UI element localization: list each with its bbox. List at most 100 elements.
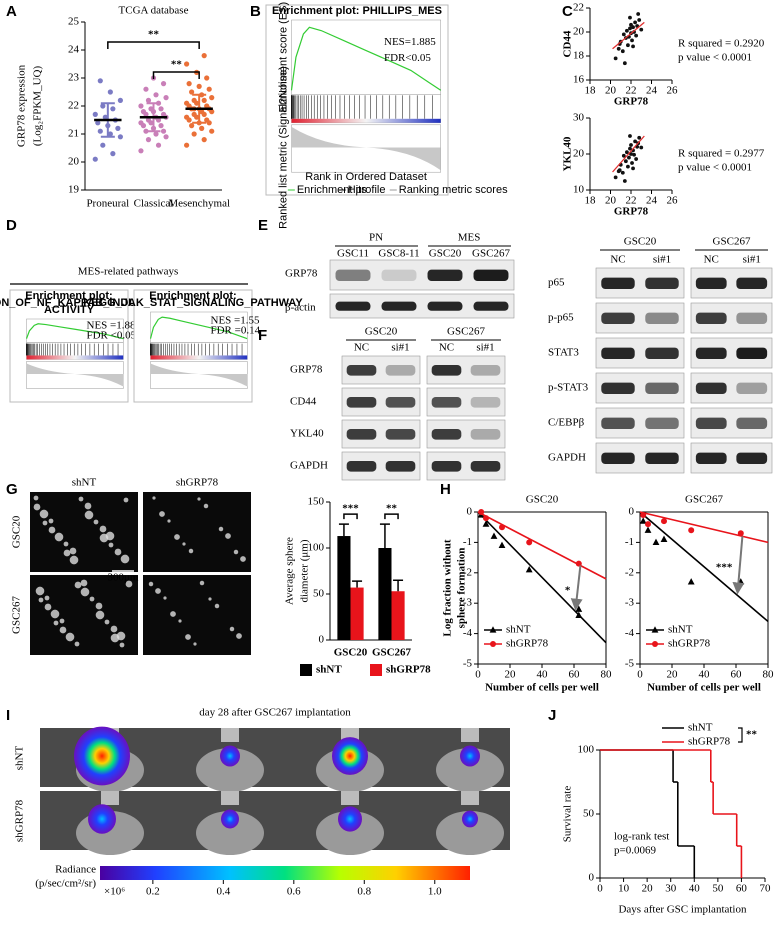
y-tick-label: 22 [573, 2, 584, 14]
y-tick-label: 100 [578, 744, 595, 756]
point [631, 166, 635, 171]
dot [143, 86, 149, 92]
dot [95, 120, 101, 126]
y-axis-label: CD44 [562, 30, 574, 57]
colorbar-tick-label: 0.8 [357, 886, 371, 898]
lane-label: si#1 [476, 342, 494, 354]
point [629, 143, 633, 147]
marker [526, 539, 533, 546]
point [634, 33, 639, 38]
band [601, 312, 635, 324]
signal [462, 810, 478, 828]
sphere [152, 496, 156, 500]
x-tick-label: Mesenchymal [168, 198, 230, 210]
point [626, 164, 630, 169]
sphere [182, 542, 186, 546]
row-label: β-actin [285, 302, 316, 314]
sphere [174, 534, 180, 540]
sphere [233, 549, 239, 555]
band [427, 301, 463, 311]
y-tick-label: 18 [573, 50, 585, 62]
annotation: p value < 0.0001 [678, 162, 752, 174]
arrow [570, 565, 583, 611]
gsea-metric [291, 126, 441, 171]
significance-bracket [738, 727, 743, 743]
sphere [69, 555, 79, 565]
point [636, 12, 641, 16]
x-axis-label: GRP78 [614, 96, 649, 108]
significance-bracket [343, 513, 358, 520]
marker [498, 541, 506, 549]
band [601, 277, 635, 289]
row-label: C/EBPβ [548, 417, 585, 429]
sphere [89, 596, 95, 602]
y-tick-label: 20 [573, 26, 585, 38]
legend-swatch [300, 664, 312, 676]
fdr: FDR<0.05 [384, 52, 431, 64]
fit-line [477, 511, 607, 580]
point [633, 20, 637, 25]
sphere [44, 595, 50, 601]
band [431, 364, 462, 376]
sphere [123, 497, 129, 503]
sphere [218, 526, 224, 532]
point [613, 56, 618, 61]
band [736, 312, 768, 324]
panel-title: day 28 after GSC267 implantation [199, 707, 351, 719]
dot [184, 61, 190, 67]
dot [196, 83, 202, 89]
sphere [74, 581, 82, 589]
colorbar-label: (p/sec/cm²/sr) [35, 878, 96, 890]
sphere [108, 542, 114, 548]
lane-label: si#1 [653, 254, 671, 266]
sphere [59, 618, 65, 624]
marker [478, 509, 485, 515]
legend-label: shNT [316, 664, 342, 676]
dot [160, 111, 167, 117]
blot [341, 355, 421, 385]
dot [145, 117, 152, 123]
dot [191, 97, 197, 103]
nes: NES =1.88 [87, 320, 136, 332]
gsea-title: Enrichment plot: [149, 290, 236, 302]
x-tick-label: 40 [689, 883, 701, 895]
signal [338, 806, 362, 832]
significance-bracket [152, 71, 200, 79]
dot [148, 106, 154, 112]
marker [490, 532, 498, 539]
row-label: CD44 [290, 396, 317, 408]
band [381, 269, 417, 281]
sphere [93, 519, 99, 525]
sphere [99, 525, 107, 533]
sphere [163, 596, 167, 600]
significance: *** [342, 503, 359, 515]
band [335, 301, 371, 311]
sphere [178, 619, 182, 623]
gsea-legend-label: Hits [348, 184, 367, 196]
y-axis-label: YKL40 [562, 136, 574, 171]
row-label: STAT3 [548, 347, 579, 359]
band [335, 269, 371, 281]
sphere [38, 597, 44, 603]
dot [160, 81, 167, 87]
mouse [196, 748, 264, 792]
x-tick-label: 60 [731, 669, 743, 681]
row-label: p-STAT3 [548, 382, 589, 394]
panel-label: F [258, 327, 267, 344]
row-label: p-p65 [548, 312, 574, 324]
point [626, 43, 630, 48]
point [634, 157, 639, 161]
sphere [48, 526, 56, 534]
sphere [53, 620, 59, 626]
gsea-title: Enrichment plot: [25, 290, 112, 302]
row-label: GRP78 [290, 364, 323, 376]
point [628, 26, 632, 31]
sphere [54, 532, 64, 542]
band [695, 277, 727, 289]
colorbar-tick-label: 0.6 [287, 886, 301, 898]
gsea-curve [290, 26, 442, 91]
y-tick-label: 20 [68, 156, 80, 168]
band [736, 347, 768, 359]
cell-label: GSC20 [624, 236, 657, 248]
